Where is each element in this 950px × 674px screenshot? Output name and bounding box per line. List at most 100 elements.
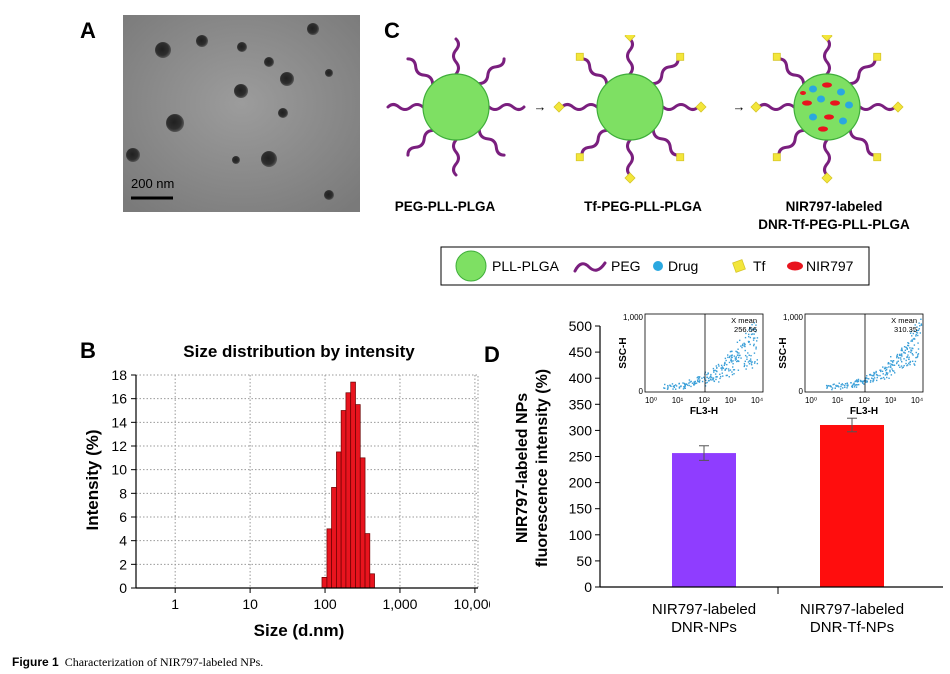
event-dot: [734, 357, 737, 359]
event-dot: [749, 336, 752, 339]
y-tick-label: 200: [569, 475, 593, 491]
event-dot: [663, 387, 665, 389]
event-dot: [873, 372, 876, 374]
event-dot: [750, 363, 753, 366]
histogram-bar: [369, 573, 375, 589]
event-dot: [713, 380, 715, 382]
event-dot: [731, 354, 733, 356]
nanoparticle: [126, 148, 140, 162]
event-dot: [909, 347, 911, 349]
event-dot: [912, 347, 914, 350]
event-dot: [871, 375, 874, 377]
histogram-bar: [321, 577, 328, 589]
event-dot: [747, 352, 749, 354]
event-dot: [889, 369, 891, 372]
panel-c-label: C: [384, 18, 400, 43]
event-dot: [718, 365, 720, 367]
event-dot: [862, 382, 864, 384]
event-dot: [912, 354, 914, 356]
y-tick-label: 6: [119, 509, 127, 525]
x-tick-label: 100: [313, 596, 337, 612]
event-dot: [920, 318, 922, 320]
chart-d-bars: [672, 417, 884, 587]
event-dot: [884, 369, 887, 372]
event-dot: [896, 355, 898, 357]
event-dot: [743, 362, 746, 365]
event-dot: [736, 341, 739, 344]
event-dot: [891, 368, 893, 370]
event-dot: [846, 384, 848, 387]
event-dot: [908, 356, 910, 359]
event-dot: [717, 363, 720, 366]
event-dot: [846, 382, 848, 384]
event-dot: [732, 369, 735, 371]
event-dot: [851, 384, 854, 387]
event-dot: [755, 346, 757, 348]
inset-xlabel: FL3-H: [850, 406, 878, 417]
event-dot: [693, 383, 695, 386]
event-dot: [915, 333, 917, 336]
peg-legend-icon: [573, 261, 607, 273]
event-dot: [731, 366, 734, 368]
event-dot: [729, 355, 731, 358]
event-dot: [893, 364, 896, 366]
event-dot: [696, 376, 699, 379]
event-dot: [888, 366, 890, 368]
event-dot: [737, 360, 739, 362]
inset-mean-label: X mean: [891, 316, 917, 325]
event-dot: [831, 387, 834, 389]
event-dot: [855, 384, 857, 386]
event-dot: [685, 383, 687, 385]
event-dot: [755, 324, 757, 326]
inset-ytick-top: 1,000: [783, 313, 804, 322]
event-dot: [751, 323, 753, 326]
event-dot: [727, 356, 729, 359]
legend-peg-label: PEG: [611, 258, 641, 274]
chart-d-axes: [599, 326, 943, 594]
event-dot: [889, 365, 892, 367]
event-dot: [899, 366, 901, 368]
event-dot: [723, 364, 726, 367]
event-dot: [689, 381, 691, 383]
event-dot: [906, 364, 908, 367]
event-dot: [731, 373, 734, 376]
event-dot: [705, 382, 707, 384]
event-dot: [882, 376, 885, 379]
event-dot: [725, 374, 727, 377]
event-dot: [730, 359, 732, 362]
event-dot: [902, 366, 904, 368]
chart-d-categories: NIR797-labeledDNR-NPsNIR797-labeledDNR-T…: [652, 601, 904, 636]
chart-b-title: Size distribution by intensity: [183, 342, 415, 361]
event-dot: [731, 371, 733, 373]
event-dot: [870, 377, 873, 379]
event-dot: [688, 384, 690, 387]
event-dot: [844, 383, 847, 385]
event-dot: [716, 376, 718, 378]
event-dot: [725, 359, 727, 362]
event-dot: [875, 379, 878, 382]
event-dot: [754, 328, 756, 331]
event-dot: [736, 352, 739, 354]
event-dot: [907, 364, 909, 366]
event-dot: [882, 373, 884, 375]
event-dot: [877, 374, 879, 377]
event-dot: [840, 385, 842, 388]
chart-d-yticks: 0 50 100 150 200 250 300 350 400 450 500: [569, 318, 600, 595]
event-dot: [873, 375, 875, 377]
event-dot: [712, 379, 714, 381]
event-dot: [754, 360, 756, 363]
category-label: DNR-Tf-NPs: [810, 619, 894, 636]
inset-mean-value: 256.56: [734, 325, 757, 334]
arrow-2: →: [733, 99, 746, 114]
event-dot: [898, 364, 900, 366]
event-dot: [750, 329, 753, 332]
event-dot: [857, 383, 860, 386]
event-dot: [744, 345, 746, 348]
event-dot: [880, 369, 882, 371]
event-dot: [718, 381, 720, 383]
event-dot: [678, 386, 681, 388]
chart-b-xticks: 1 10 100 1,000 10,000: [171, 588, 490, 612]
event-dot: [881, 377, 883, 379]
event-dot: [907, 342, 910, 345]
event-dot: [710, 373, 712, 376]
